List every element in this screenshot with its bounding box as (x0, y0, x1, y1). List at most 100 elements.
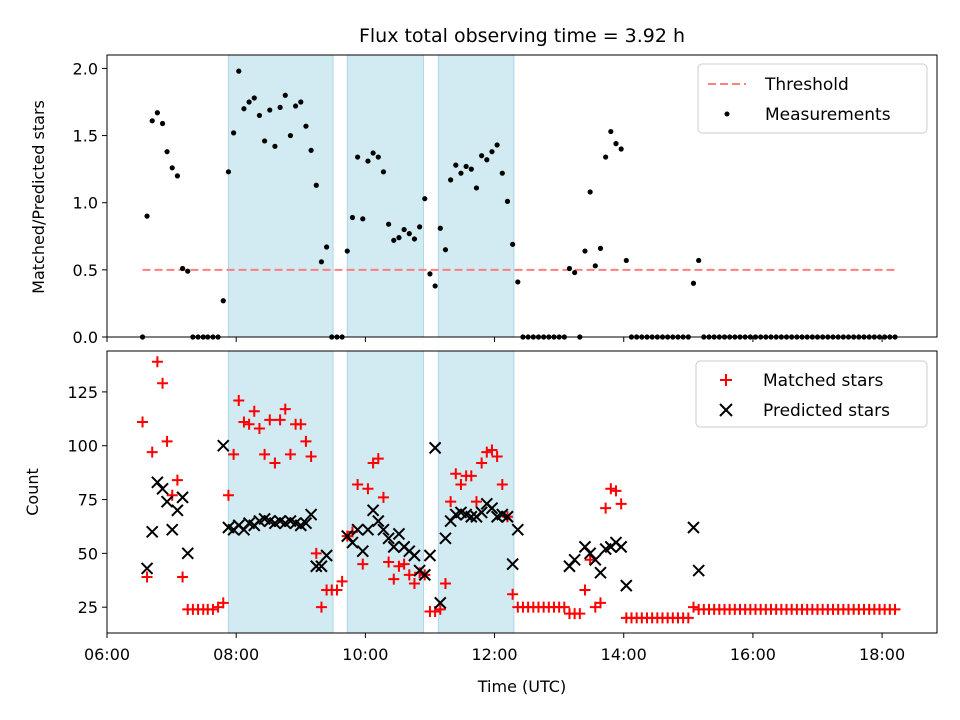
x-axis-ticks: 06:00 08:00 10:00 12:00 14:00 16:00 18:00 (84, 633, 905, 664)
matched-point (450, 468, 462, 480)
legend-predicted-label: Predicted stars (763, 401, 890, 421)
matched-point (481, 446, 493, 458)
measurement-point (159, 120, 166, 127)
measurement-point (696, 257, 702, 264)
matched-point (610, 485, 622, 497)
measurement-point (154, 110, 160, 116)
measurement-point (246, 99, 252, 105)
x-axis-ticks (106, 337, 883, 342)
measurement-point (473, 185, 480, 191)
predicted-point (377, 523, 390, 536)
matched-point (146, 446, 158, 458)
matched-point (600, 502, 612, 514)
y-tick-label: 50 (78, 544, 98, 563)
measurement-point (411, 236, 418, 242)
matched-point (594, 597, 606, 609)
x-axis-label: Time (UTC) (477, 677, 566, 696)
measurement-point (448, 177, 454, 183)
count-plot-frame (106, 350, 938, 634)
measurement-point (608, 128, 614, 135)
matched-point (403, 569, 415, 581)
measurement-point (613, 141, 619, 147)
measurement-point (587, 189, 593, 195)
measurement-point (690, 280, 697, 286)
measurement-point (603, 154, 609, 160)
measurement-point (272, 143, 278, 149)
measurement-point (375, 154, 381, 160)
count-panel: 25 50 75 100 125 06:00 08:00 10:00 12:00 14:00 16… (23, 350, 938, 696)
measurement-point (417, 224, 423, 230)
count-y-axis-label: Count (23, 468, 42, 516)
ratio-panel: 0.00.51.01.52.0 Matched/Predicted stars … (29, 54, 938, 347)
matched-point (171, 474, 183, 486)
matched-point (222, 489, 234, 501)
matched-point (248, 405, 260, 417)
matched-point (889, 603, 901, 615)
measurement-point (256, 112, 263, 119)
measurement-point (365, 158, 371, 164)
measurement-point (318, 259, 325, 265)
predicted-point (181, 547, 194, 560)
y-tick-label: 75 (78, 491, 98, 510)
measurement-point (618, 146, 624, 152)
measurement-point (169, 165, 175, 171)
matched-point (166, 489, 178, 501)
legend-matched-swatch (720, 374, 732, 386)
y-tick-label: 0.0 (73, 328, 98, 347)
measurement-point (479, 153, 485, 159)
measurement-point (277, 104, 283, 110)
legend-matched-label: Matched stars (763, 371, 883, 391)
measurement-point (313, 182, 319, 188)
matched-point (558, 601, 570, 613)
y-tick-label: 125 (67, 383, 98, 402)
legend-box (697, 63, 928, 134)
measurement-point (149, 118, 155, 124)
matched-point (310, 547, 322, 559)
matched-point (259, 448, 271, 460)
matched-point (491, 450, 503, 462)
measurement-point (174, 173, 181, 179)
measurement-point (422, 196, 428, 202)
measurement-point (282, 92, 288, 98)
matched-point (393, 560, 405, 572)
matched-point (243, 418, 255, 430)
measurement-point (391, 237, 397, 243)
predicted-point (408, 549, 421, 562)
x-tick-label: 10:00 (342, 645, 388, 664)
matched-point (352, 478, 364, 490)
measurement-point (262, 138, 268, 144)
predicted-point (160, 495, 174, 508)
predicted-point (146, 525, 159, 539)
predicted-point (434, 596, 447, 610)
x-tick-label: 14:00 (601, 645, 647, 664)
measurement-point (510, 241, 516, 247)
predicted-point (568, 553, 581, 567)
measurement-point (453, 162, 459, 168)
predicted-point (428, 441, 442, 455)
measurement-point (349, 214, 356, 221)
predicted-point (366, 504, 380, 517)
matched-point (336, 575, 348, 587)
matched-point (357, 558, 369, 570)
matched-point (496, 478, 508, 490)
predicted-point (692, 564, 705, 577)
matched-point (574, 608, 586, 620)
measurement-point (592, 263, 598, 269)
matched-point (274, 414, 286, 426)
measurement-point (458, 170, 464, 176)
measurement-point (164, 149, 170, 155)
x-tick-label: 18:00 (859, 645, 905, 664)
count-legend: Matched stars Predicted stars (695, 360, 928, 428)
matched-point (137, 416, 149, 428)
legend-predicted-swatch (719, 403, 733, 417)
predicted-point (166, 523, 179, 536)
matched-point (151, 356, 163, 368)
measurement-point (504, 198, 511, 204)
y-tick-label: 1.0 (73, 194, 98, 213)
measurement-point (406, 231, 412, 237)
measurement-point (303, 123, 309, 129)
predicted-point (171, 504, 184, 517)
matched-point (228, 448, 240, 460)
matched-point (300, 435, 312, 447)
